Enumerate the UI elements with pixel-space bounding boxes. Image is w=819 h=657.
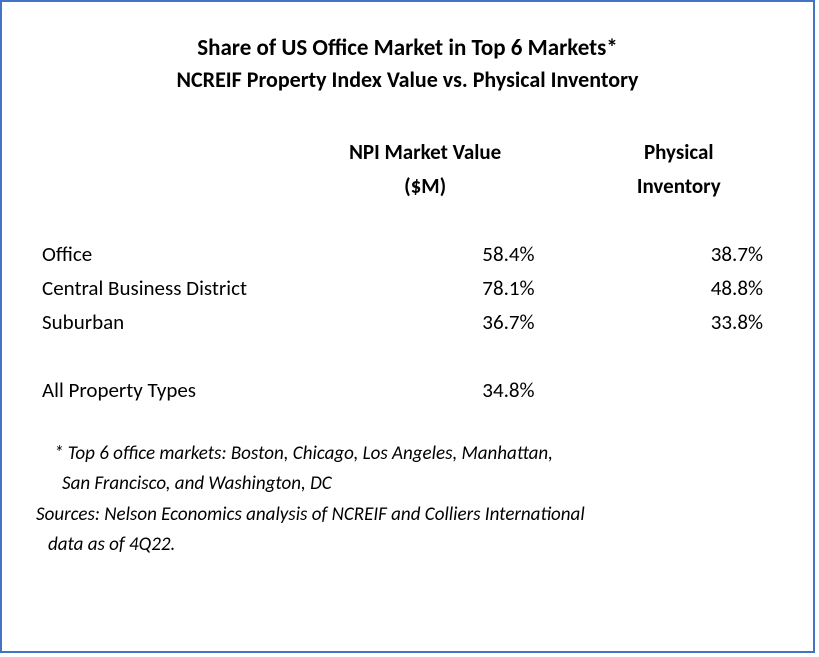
footnotes: * Top 6 office markets: Boston, Chicago,… [42,439,773,561]
header-row-1: NPI Market Value Physical [42,135,773,169]
data-table: NPI Market Value Physical ($M) Inventory… [42,135,773,407]
row-label: Central Business District [42,271,316,305]
row-npi: 36.7% [316,305,595,339]
footnote-line: data as of 4Q22. [42,530,773,560]
col-header-phys-line2: Inventory [595,169,773,203]
col-header-npi-line2: ($M) [316,169,595,203]
row-phys: 33.8% [595,305,773,339]
footnote-line: San Francisco, and Washington, DC [42,469,773,499]
summary-npi: 34.8% [316,373,595,407]
title: Share of US Office Market in Top 6 Marke… [42,34,773,62]
summary-phys [595,373,773,407]
footnote-line: Sources: Nelson Economics analysis of NC… [36,500,773,530]
row-label: Suburban [42,305,316,339]
report-panel: Share of US Office Market in Top 6 Marke… [0,0,815,653]
row-npi: 78.1% [316,271,595,305]
header-row-2: ($M) Inventory [42,169,773,203]
subtitle: NCREIF Property Index Value vs. Physical… [42,66,773,93]
summary-row: All Property Types 34.8% [42,373,773,407]
table-row: Central Business District 78.1% 48.8% [42,271,773,305]
row-phys: 38.7% [595,237,773,271]
row-phys: 48.8% [595,271,773,305]
col-header-npi-line1: NPI Market Value [316,135,595,169]
table-row: Suburban 36.7% 33.8% [42,305,773,339]
row-npi: 58.4% [316,237,595,271]
table-row: Office 58.4% 38.7% [42,237,773,271]
footnote-line: * Top 6 office markets: Boston, Chicago,… [42,439,773,469]
col-header-phys-line1: Physical [595,135,773,169]
row-label: Office [42,237,316,271]
summary-label: All Property Types [42,373,316,407]
